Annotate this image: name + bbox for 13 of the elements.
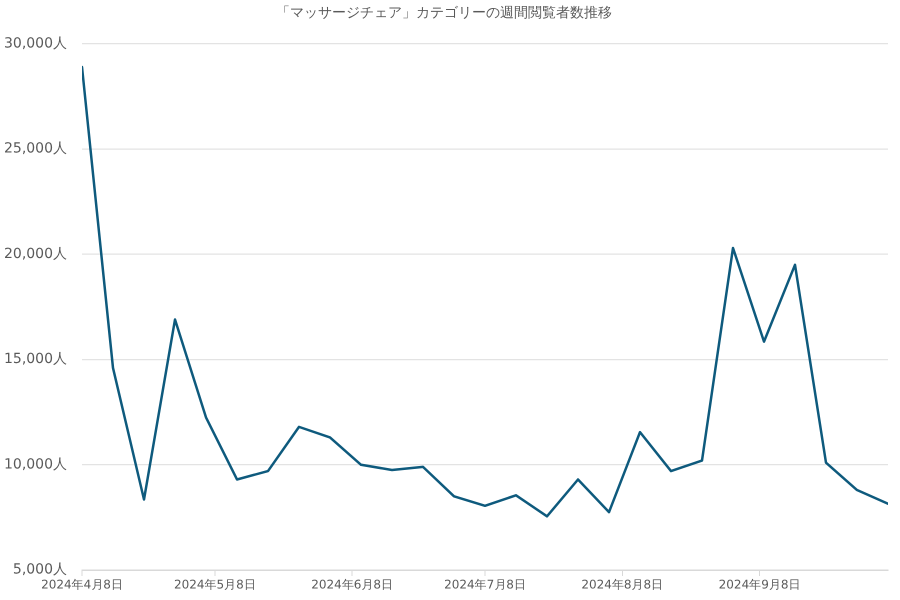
x-tick-label: 2024年4月8日 bbox=[41, 577, 123, 592]
y-tick-label: 20,000人 bbox=[4, 246, 67, 262]
y-tick-label: 5,000人 bbox=[12, 562, 67, 578]
chart-title: 「マッサージチェア」カテゴリーの週間閲覧者数推移 bbox=[276, 5, 612, 22]
x-tick-label: 2024年6月8日 bbox=[311, 577, 394, 592]
y-tick-label: 15,000人 bbox=[4, 351, 67, 368]
y-tick-label: 25,000人 bbox=[4, 140, 67, 157]
x-tick-label: 2024年7月8日 bbox=[444, 577, 526, 592]
x-tick-label: 2024年9月8日 bbox=[718, 577, 800, 592]
y-tick-label: 30,000人 bbox=[4, 35, 67, 52]
x-tick-label: 2024年8月8日 bbox=[581, 577, 664, 592]
x-tick-label: 2024年5月8日 bbox=[174, 577, 256, 592]
y-tick-label: 10,000人 bbox=[4, 456, 67, 472]
